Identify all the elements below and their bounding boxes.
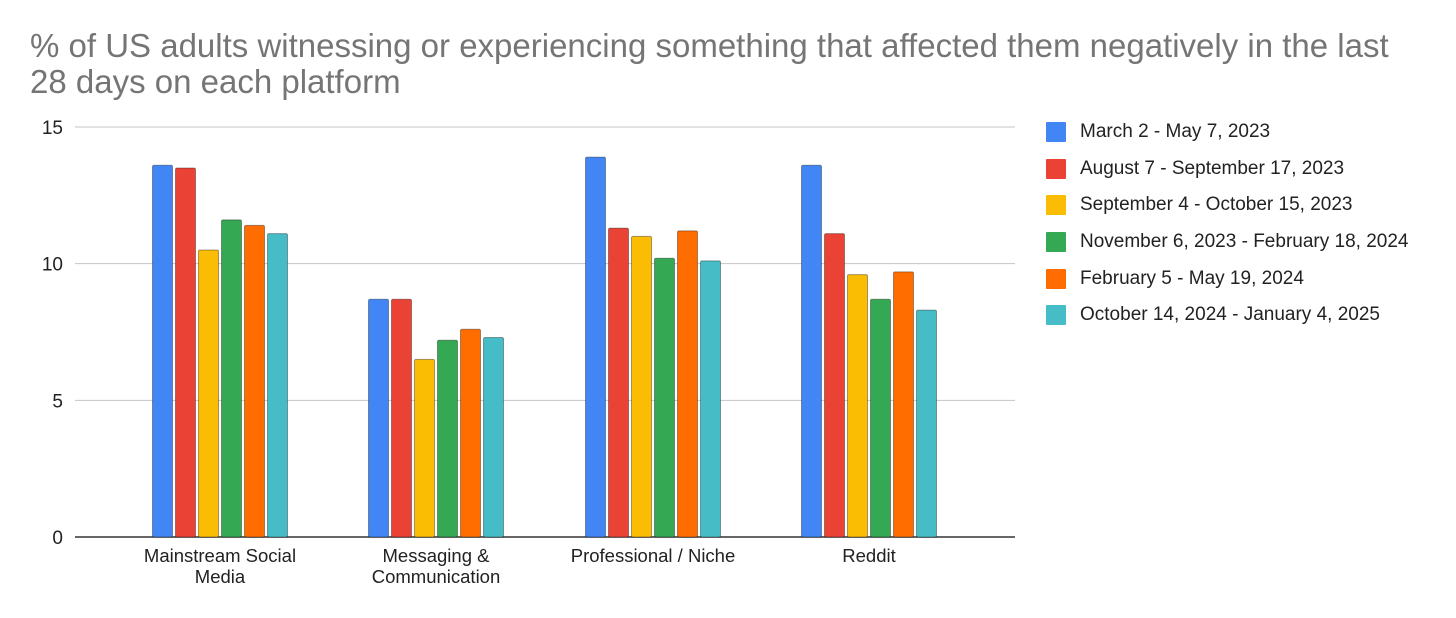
chart-title: % of US adults witnessing or experiencin… [30,27,1389,100]
y-tick-label: 10 [42,255,63,276]
legend-label: November 6, 2023 - February 18, 2024 [1080,231,1409,253]
legend-item: February 5 - May 19, 2024 [1046,260,1408,297]
legend-swatch [1046,122,1066,143]
bar [152,164,173,538]
x-tick-label-line: Mainstream Social [144,545,296,566]
legend-item: September 4 - October 15, 2023 [1046,187,1408,224]
legend-label: February 5 - May 19, 2024 [1080,267,1304,289]
legend-swatch [1046,268,1066,289]
bar [677,230,698,538]
y-tick-label: 5 [52,391,63,412]
legend-item: October 14, 2024 - January 4, 2025 [1046,297,1408,334]
legend-label: September 4 - October 15, 2023 [1080,194,1353,216]
y-axis-ticks: 0 5 10 15 [42,118,63,549]
bar [437,339,458,538]
bar [585,156,606,538]
x-tick-label: Professional / Niche [571,545,736,566]
y-tick-label: 15 [42,118,63,139]
bar [916,309,937,538]
bars [152,156,937,538]
bar [801,164,822,538]
x-tick-label: Mainstream Social Media [144,545,296,587]
legend-label: August 7 - September 17, 2023 [1080,157,1345,179]
bar [870,298,891,538]
legend-label: October 14, 2024 - January 4, 2025 [1080,304,1380,326]
bar [414,358,435,538]
bar [631,235,652,538]
x-tick-label-line: Messaging & [383,545,491,566]
legend-item: November 6, 2023 - February 18, 2024 [1046,224,1408,261]
bar [368,298,389,538]
legend-swatch [1046,195,1066,216]
x-tick-label: Reddit [842,545,895,566]
legend-swatch [1046,158,1066,179]
bar [893,271,914,538]
legend-item: March 2 - May 7, 2023 [1046,114,1408,151]
bar [391,298,412,538]
bar [460,328,481,538]
x-tick-label-line: Communication [372,566,501,587]
x-tick-label-line: Reddit [842,545,895,566]
bar [244,224,265,538]
legend-swatch [1046,305,1066,326]
bar [267,233,288,538]
x-tick-label-line: Professional / Niche [571,545,736,566]
bar [654,257,675,538]
bar [608,227,629,538]
legend-swatch [1046,232,1066,253]
y-tick-label: 0 [52,528,63,549]
bar [824,233,845,538]
x-tick-label: Messaging & Communication [372,545,501,587]
bar [221,219,242,538]
x-axis-labels: Mainstream Social Media Messaging & Communi… [144,545,896,587]
bar [175,167,196,538]
bar [700,260,721,538]
legend-item: August 7 - September 17, 2023 [1046,151,1408,188]
bar [198,249,219,538]
bar [847,274,868,538]
legend: March 2 - May 7, 2023 August 7 - Septembe… [1046,114,1408,334]
x-tick-label-line: Media [195,566,246,587]
legend-label: March 2 - May 7, 2023 [1080,121,1271,143]
bar [483,336,504,538]
